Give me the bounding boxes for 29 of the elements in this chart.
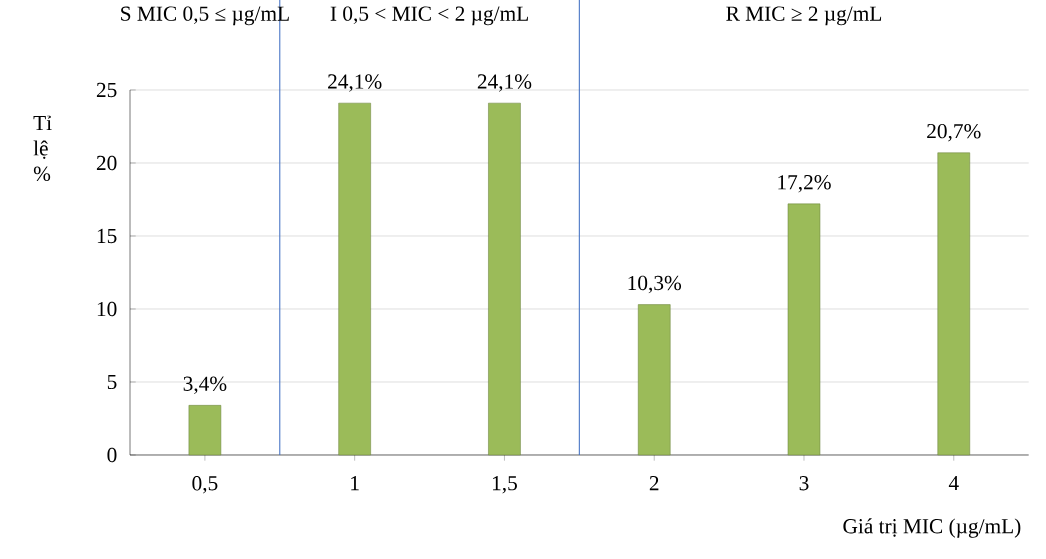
text: R MIC ≥ 2 µg/mL xyxy=(726,6,882,26)
x-tick-label: 2 xyxy=(649,476,659,491)
text: S MIC 0,5 ≤ µg/mL xyxy=(121,6,289,26)
data-label: 17,2% xyxy=(778,175,831,193)
y-axis-title: Tỉ lệ % xyxy=(33,115,52,181)
y-tick-label: 0 xyxy=(107,447,117,463)
bar xyxy=(937,152,971,456)
bar xyxy=(188,405,222,456)
y-tick-label: 15 xyxy=(97,228,117,244)
text: I 0,5 < MIC < 2 µg/mL xyxy=(330,6,528,26)
bar xyxy=(787,203,821,456)
data-label: 20,7% xyxy=(927,123,981,142)
x-tick-label: 4 xyxy=(948,476,959,491)
y-tick-label: 25 xyxy=(96,82,117,98)
x-axis-title: Giá trị MIC (µg/mL) xyxy=(843,518,1021,538)
data-label: 3,4% xyxy=(183,376,227,394)
x-tick-label: 3 xyxy=(799,476,809,491)
data-label: 10,3% xyxy=(628,275,682,294)
bar xyxy=(338,102,371,456)
bar xyxy=(488,102,521,456)
x-tick-label: 1,5 xyxy=(492,476,517,494)
data-label: 24,1% xyxy=(477,74,532,92)
bar xyxy=(637,304,671,456)
y-tick-label: 10 xyxy=(97,301,117,317)
x-tick-label: 0,5 xyxy=(192,476,218,494)
y-tick-label: 5 xyxy=(107,374,117,390)
x-tick-label: 1 xyxy=(351,476,359,491)
y-tick-label: 20 xyxy=(96,155,117,171)
data-label: 24,1% xyxy=(328,74,382,92)
